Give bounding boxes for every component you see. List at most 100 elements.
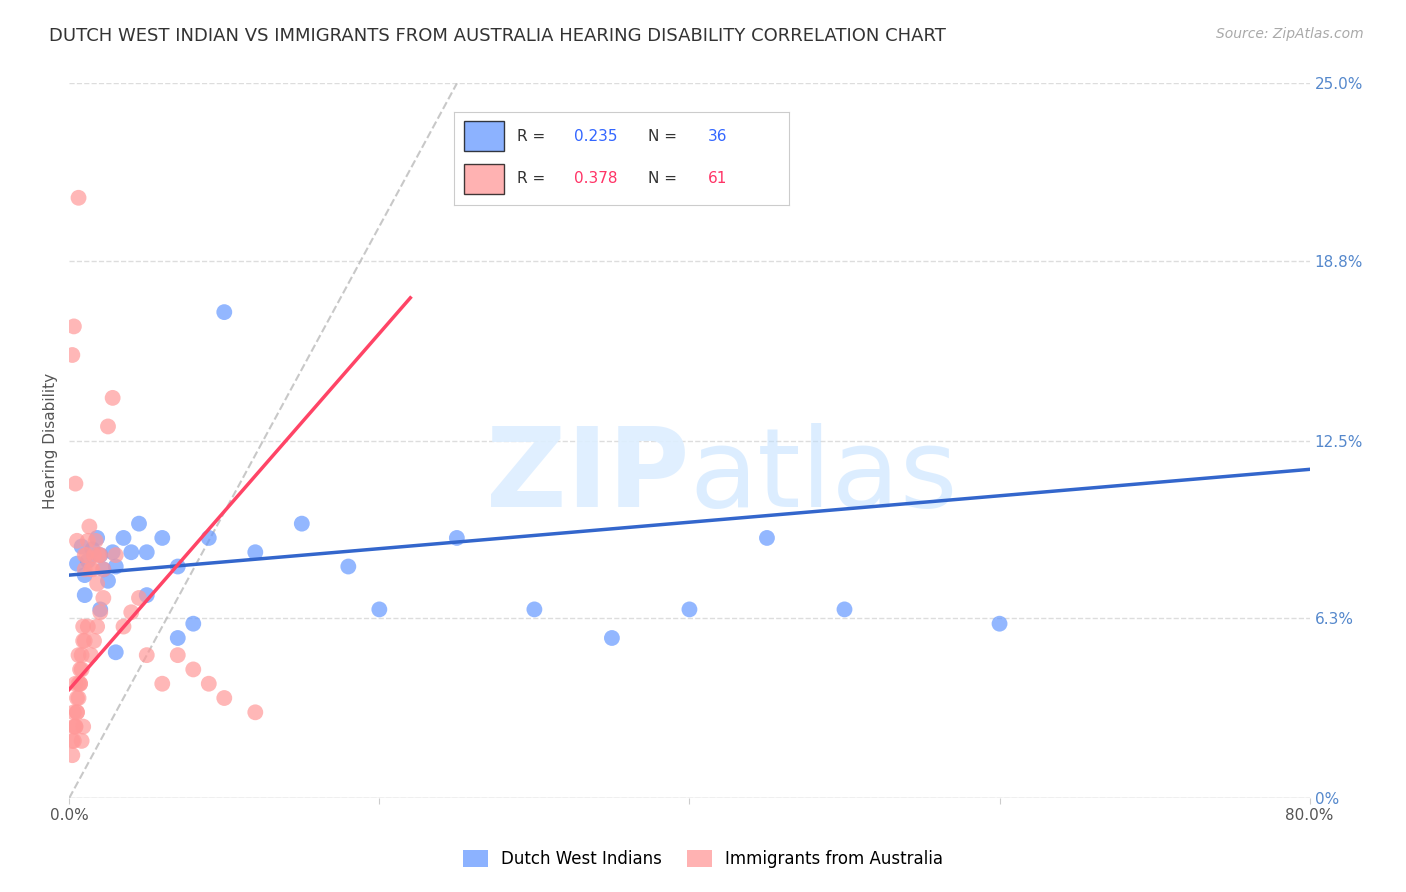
Point [75, 548, 97, 562]
Point [65, 476, 87, 491]
Point [69, 677, 91, 691]
Point [63, 734, 86, 748]
Point [87, 548, 110, 562]
Point [82, 542, 104, 557]
Point [84, 533, 107, 548]
Point [181, 616, 204, 631]
Point [86, 619, 108, 633]
Point [97, 419, 120, 434]
Point [523, 602, 546, 616]
Point [86, 531, 108, 545]
Text: DUTCH WEST INDIAN VS IMMIGRANTS FROM AUSTRALIA HEARING DISABILITY CORRELATION CH: DUTCH WEST INDIAN VS IMMIGRANTS FROM AUS… [49, 27, 946, 45]
Point [291, 516, 314, 531]
Point [66, 706, 89, 720]
Point [181, 662, 204, 676]
Point [80, 562, 103, 576]
Point [89, 548, 111, 562]
Point [67, 691, 90, 706]
Point [73, 633, 96, 648]
Point [104, 548, 127, 562]
Text: atlas: atlas [689, 423, 957, 530]
Point [214, 305, 236, 319]
Point [834, 602, 856, 616]
Point [67, 648, 90, 662]
Point [70, 662, 93, 676]
Point [89, 602, 111, 616]
Point [93, 591, 115, 605]
Point [112, 531, 135, 545]
Point [166, 648, 188, 662]
Point [120, 605, 142, 619]
Point [245, 706, 267, 720]
Point [67, 677, 90, 691]
Point [368, 602, 391, 616]
Point [69, 677, 91, 691]
Point [166, 631, 188, 645]
Point [72, 619, 94, 633]
Point [76, 533, 98, 548]
Point [70, 734, 93, 748]
Point [93, 562, 115, 576]
Point [60, 348, 83, 362]
Point [73, 588, 96, 602]
Point [73, 548, 96, 562]
Point [73, 562, 96, 576]
Point [245, 545, 267, 559]
Point [66, 557, 89, 571]
Point [135, 588, 157, 602]
Point [76, 554, 98, 568]
Legend: Dutch West Indians, Immigrants from Australia: Dutch West Indians, Immigrants from Aust… [456, 843, 950, 875]
Point [79, 519, 101, 533]
Point [120, 545, 142, 559]
Point [66, 691, 89, 706]
Point [197, 531, 219, 545]
Point [86, 576, 108, 591]
Point [66, 533, 89, 548]
Point [93, 562, 115, 576]
Point [80, 648, 103, 662]
Point [60, 734, 83, 748]
Point [112, 619, 135, 633]
Point [73, 568, 96, 582]
Point [197, 677, 219, 691]
Point [83, 633, 105, 648]
Point [72, 720, 94, 734]
Point [89, 548, 111, 562]
Point [65, 720, 87, 734]
Point [82, 562, 104, 576]
Point [988, 616, 1011, 631]
Point [89, 605, 111, 619]
Point [66, 706, 89, 720]
Point [128, 591, 150, 605]
Point [104, 645, 127, 659]
Text: ZIP: ZIP [486, 423, 689, 530]
Point [135, 648, 157, 662]
Point [101, 391, 124, 405]
Point [70, 648, 93, 662]
Point [446, 531, 468, 545]
Text: Source: ZipAtlas.com: Source: ZipAtlas.com [1216, 27, 1364, 41]
Point [150, 531, 173, 545]
Point [63, 319, 86, 334]
Point [755, 531, 778, 545]
Point [600, 631, 623, 645]
Point [97, 574, 120, 588]
Point [72, 633, 94, 648]
Point [65, 720, 87, 734]
Point [63, 720, 86, 734]
Point [60, 748, 83, 763]
Point [166, 559, 188, 574]
Point [65, 677, 87, 691]
Y-axis label: Hearing Disability: Hearing Disability [44, 373, 58, 508]
Point [150, 677, 173, 691]
Point [67, 191, 90, 205]
Point [83, 548, 105, 562]
Point [104, 559, 127, 574]
Point [70, 540, 93, 554]
Point [69, 662, 91, 676]
Point [76, 619, 98, 633]
Point [678, 602, 700, 616]
Point [101, 545, 124, 559]
Point [135, 545, 157, 559]
Point [337, 559, 360, 574]
